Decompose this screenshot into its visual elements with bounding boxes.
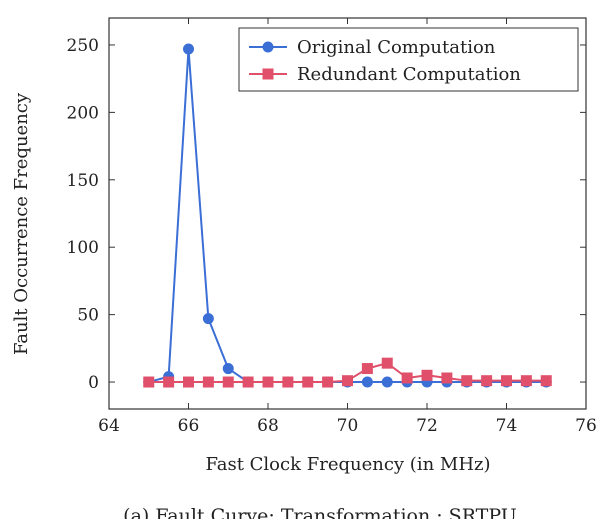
x-tick-label: 64 (98, 416, 120, 436)
data-point (222, 363, 234, 375)
data-point (342, 375, 353, 387)
x-tick-label: 76 (575, 416, 597, 436)
data-point (540, 375, 552, 387)
y-tick-label: 50 (77, 306, 99, 326)
data-point (441, 372, 453, 384)
data-point (183, 43, 194, 55)
figure-caption: (a) Fault Curve: Transformation : SRTPU (123, 505, 517, 519)
y-tick-label: 200 (67, 103, 99, 123)
x-tick-label: 72 (416, 416, 438, 436)
data-point (361, 376, 373, 388)
data-point (381, 357, 393, 369)
x-axis-label: Fast Clock Frequency (in MHz) (205, 454, 490, 475)
x-tick-label: 70 (337, 416, 359, 436)
data-point (183, 376, 194, 388)
data-point (501, 375, 512, 387)
data-point (222, 376, 234, 388)
legend-box (238, 27, 579, 92)
data-point (163, 376, 175, 388)
legend-swatch-marker (262, 68, 274, 80)
series-original-computation (143, 43, 552, 388)
data-point (202, 376, 214, 388)
x-tick-label: 66 (178, 416, 200, 436)
data-point (361, 363, 373, 375)
y-tick-label: 150 (67, 171, 99, 191)
series-redundant-computation (143, 357, 552, 388)
data-series (143, 43, 552, 388)
data-point (242, 376, 254, 388)
data-point (262, 376, 274, 388)
legend-swatch-marker (262, 41, 274, 53)
x-tick-label: 74 (496, 416, 518, 436)
data-point (481, 375, 493, 387)
data-point (143, 376, 155, 388)
data-point (401, 372, 413, 384)
y-tick-label: 250 (67, 36, 99, 56)
data-point (520, 375, 532, 387)
data-point (282, 376, 294, 388)
data-point (381, 376, 393, 388)
x-tick-label: 68 (257, 416, 279, 436)
legend-entry-label: Redundant Computation (297, 64, 521, 85)
legend: Original Computation Redundant Computatio… (238, 27, 579, 92)
y-axis-label: Fault Occurrence Frequency (11, 92, 32, 355)
data-point (322, 376, 334, 388)
axes: 64 66 68 70 72 74 76 0 50 100 150 200 250 (67, 17, 597, 436)
data-point (302, 376, 314, 388)
series-line (148, 48, 547, 384)
data-point (421, 369, 433, 381)
y-tick-label: 100 (67, 238, 99, 258)
y-tick-label: 0 (88, 373, 99, 393)
legend-entry-label: Original Computation (297, 37, 496, 58)
data-point (202, 313, 214, 325)
data-point (461, 375, 473, 387)
